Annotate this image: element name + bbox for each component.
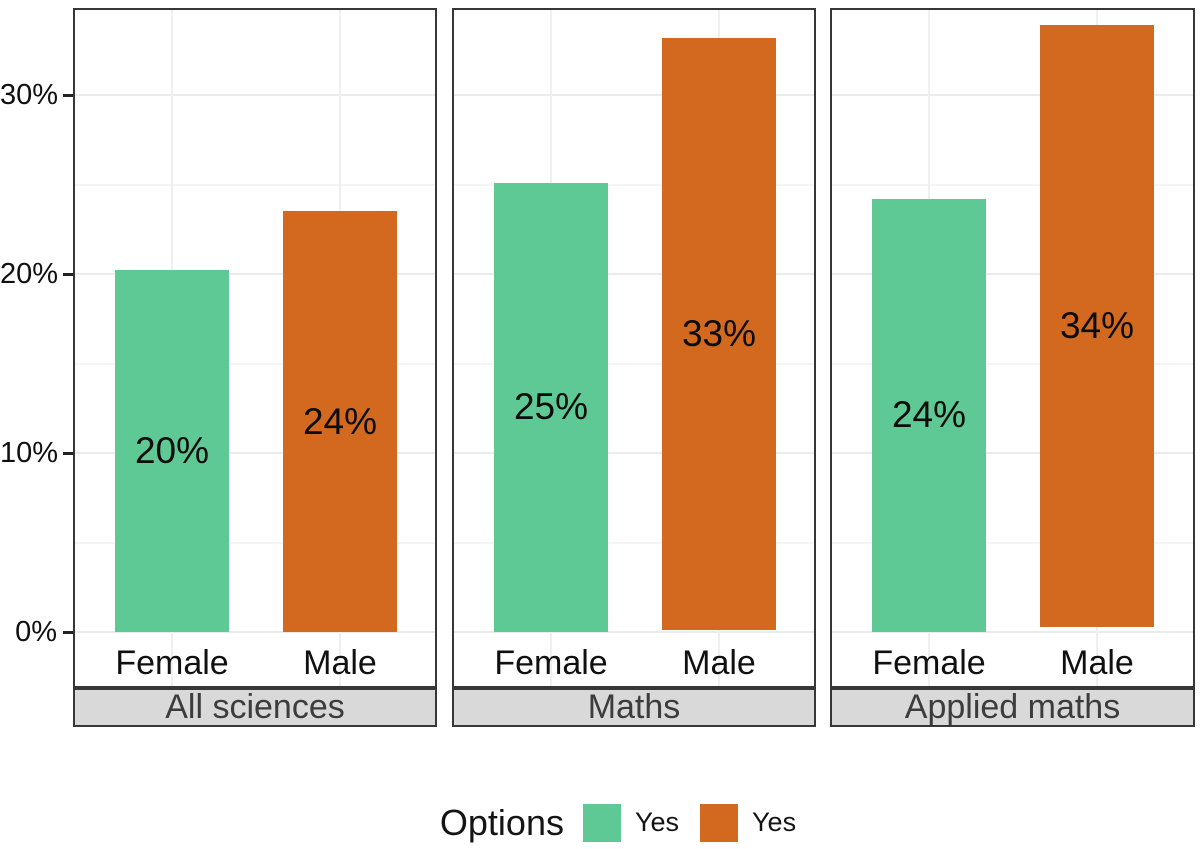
gridline-major-h xyxy=(832,452,1193,454)
legend-title: Options xyxy=(439,801,564,843)
gridline-major-h xyxy=(75,273,435,275)
facet-strip: Maths xyxy=(452,688,816,727)
gridline-minor-h xyxy=(454,362,814,365)
facet-strip: All sciences xyxy=(73,688,437,727)
gridline-major-h xyxy=(75,94,435,96)
gridline-minor-h xyxy=(454,183,814,186)
facet-panel: 24% Female 34% Male xyxy=(830,8,1195,688)
bar-value-label: 34% xyxy=(1059,304,1135,346)
gridline-major-h xyxy=(75,452,435,454)
bar-value-label: 24% xyxy=(302,400,378,442)
y-tick-mark xyxy=(63,273,73,276)
bar-female xyxy=(115,270,229,632)
gridline-minor-h xyxy=(75,541,435,544)
gridline-major-h xyxy=(454,273,814,275)
x-category-label: Male xyxy=(1060,644,1134,682)
y-tick-mark xyxy=(63,631,73,634)
legend-item-label: Yes xyxy=(752,807,797,837)
y-tick-mark xyxy=(63,94,73,97)
gridline-minor-h xyxy=(832,183,1193,186)
gridline-major-h xyxy=(454,452,814,454)
y-tick-label: 0% xyxy=(15,616,57,648)
bar-male xyxy=(662,37,776,631)
y-tick-label: 20% xyxy=(0,258,59,290)
gridline-major-h xyxy=(75,631,435,633)
facet-strip-label: Maths xyxy=(587,688,681,726)
x-category-label: Male xyxy=(682,644,756,682)
bar-male xyxy=(283,211,397,632)
gridline-major-h xyxy=(454,631,814,633)
legend-item: Yes xyxy=(700,803,797,842)
gridline-major-h xyxy=(454,94,814,96)
x-category-label: Female xyxy=(494,644,608,682)
bar-value-label: 20% xyxy=(134,430,210,472)
y-tick-label: 30% xyxy=(0,79,59,111)
bar-male xyxy=(1040,25,1154,627)
legend: Options Yes Yes xyxy=(0,796,1200,849)
bar-female xyxy=(494,182,608,632)
bar-value-label: 25% xyxy=(513,386,589,428)
y-tick-mark xyxy=(63,452,73,455)
legend-swatch-orange xyxy=(700,803,739,842)
legend-item: Yes xyxy=(582,803,680,842)
gridline-major-h xyxy=(832,273,1193,275)
facet-panel: 25% Female 33% Male xyxy=(452,8,816,688)
gridline-minor-h xyxy=(75,362,435,365)
bar-value-label: 24% xyxy=(891,394,967,436)
gridline-minor-h xyxy=(75,183,435,186)
y-tick-label: 10% xyxy=(0,437,59,469)
gridline-major-h xyxy=(832,94,1193,96)
gridline-minor-h xyxy=(832,362,1193,365)
bar-value-label: 33% xyxy=(681,312,757,354)
gridline-minor-h xyxy=(832,541,1193,544)
x-category-label: Female xyxy=(115,644,229,682)
facet-panel: 20% Female 24% Male xyxy=(73,8,437,688)
bar-female xyxy=(872,198,986,632)
gridline-major-h xyxy=(832,631,1193,633)
legend-swatch-green xyxy=(582,803,621,842)
x-category-label: Male xyxy=(303,644,377,682)
x-category-label: Female xyxy=(872,644,986,682)
legend-items: Yes Yes xyxy=(582,803,797,842)
gridline-minor-h xyxy=(454,541,814,544)
facet-strip: Applied maths xyxy=(830,688,1195,727)
facet-strip-label: All sciences xyxy=(165,688,345,726)
legend-item-label: Yes xyxy=(634,807,680,837)
facet-strip-label: Applied maths xyxy=(904,688,1121,726)
